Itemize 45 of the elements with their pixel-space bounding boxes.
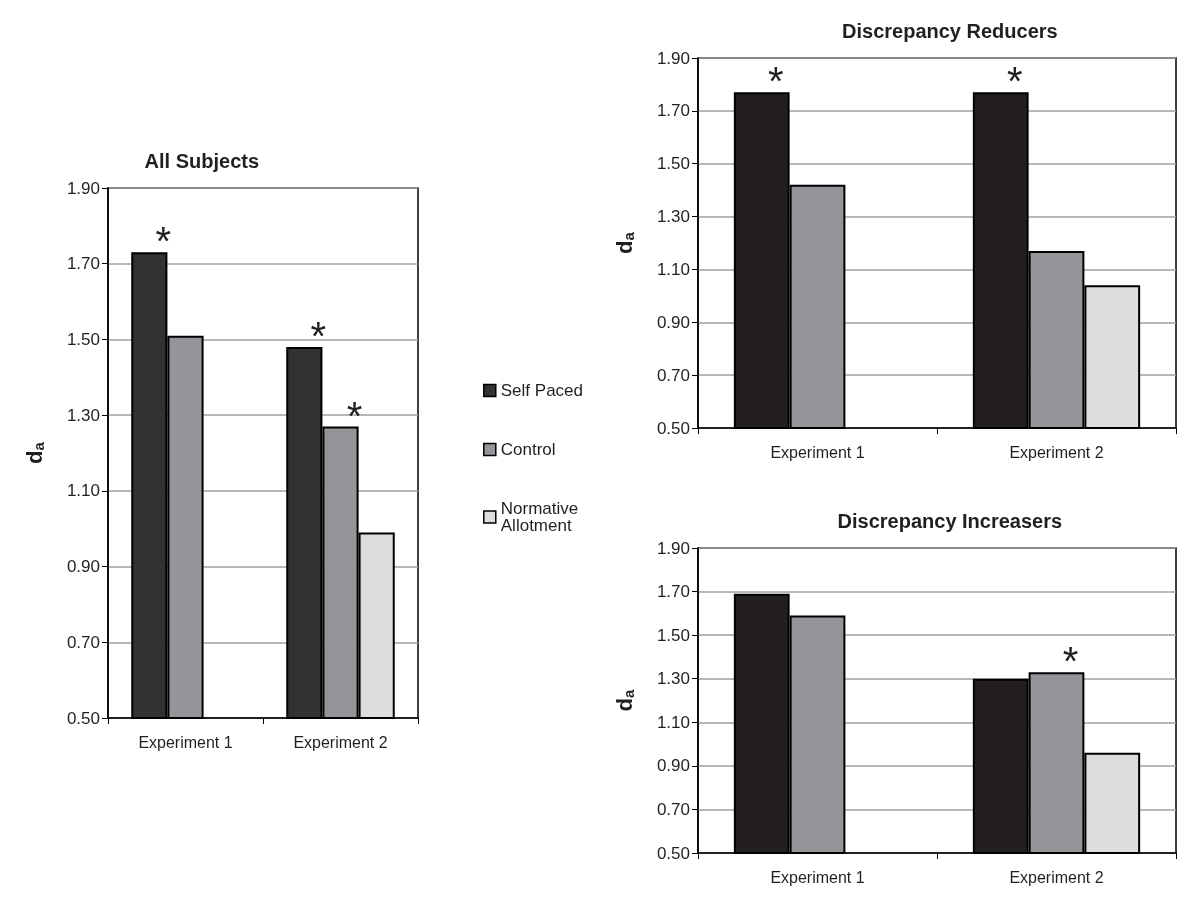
y-tick-label: 0.90 [656, 312, 690, 332]
x-tick-label: Experiment 1 [770, 443, 865, 461]
y-tick-label: 1.90 [66, 178, 100, 198]
chart-title: All Subjects [144, 150, 260, 172]
y-tick-label: 0.70 [66, 632, 100, 652]
legend-label: Normative Allotment [500, 499, 583, 535]
y-axis-title: da [22, 441, 47, 464]
annotation: * [767, 59, 784, 104]
x-tick-label: Experiment 1 [770, 868, 865, 886]
chart-title: Discrepancy Increasers [837, 510, 1063, 532]
annotation: * [1006, 59, 1023, 104]
y-tick-label: 1.30 [656, 669, 690, 689]
y-tick-label: 0.90 [656, 756, 690, 776]
annotation: * [346, 393, 363, 438]
y-tick-label: 1.50 [656, 154, 690, 174]
x-tick-label: Experiment 1 [138, 733, 233, 751]
chart-title: Discrepancy Reducers [842, 20, 1058, 42]
y-tick-label: 1.90 [656, 48, 690, 68]
y-tick-label: 0.50 [656, 843, 690, 863]
y-tick-label: 1.90 [656, 538, 690, 558]
y-tick-label: 0.70 [656, 799, 690, 819]
annotation: * [155, 219, 172, 264]
y-tick-label: 1.50 [66, 329, 100, 349]
y-tick-label: 1.30 [66, 405, 100, 425]
annotation: * [310, 314, 327, 358]
y-axis-title: da [612, 688, 637, 712]
y-tick-label: 1.10 [656, 259, 690, 279]
y-tick-label: 0.70 [656, 365, 690, 385]
x-tick-label: Experiment 2 [1009, 868, 1104, 886]
y-tick-label: 0.90 [66, 557, 100, 577]
y-tick-label: 1.10 [66, 481, 100, 501]
y-axis-title: da [612, 231, 637, 254]
y-tick-label: 1.70 [656, 101, 690, 121]
annotation: * [1062, 639, 1079, 684]
legend-label: Control [500, 440, 556, 459]
y-tick-label: 0.50 [66, 708, 100, 728]
y-tick-label: 1.50 [656, 625, 690, 645]
y-tick-label: 1.70 [656, 582, 690, 602]
y-tick-label: 1.30 [656, 207, 690, 227]
legend-label: Self Paced [500, 381, 584, 400]
y-tick-label: 1.10 [656, 712, 690, 732]
x-tick-label: Experiment 2 [1009, 443, 1104, 461]
y-tick-label: 1.70 [66, 254, 100, 274]
x-tick-label: Experiment 2 [293, 733, 388, 751]
y-tick-label: 0.50 [656, 418, 690, 438]
